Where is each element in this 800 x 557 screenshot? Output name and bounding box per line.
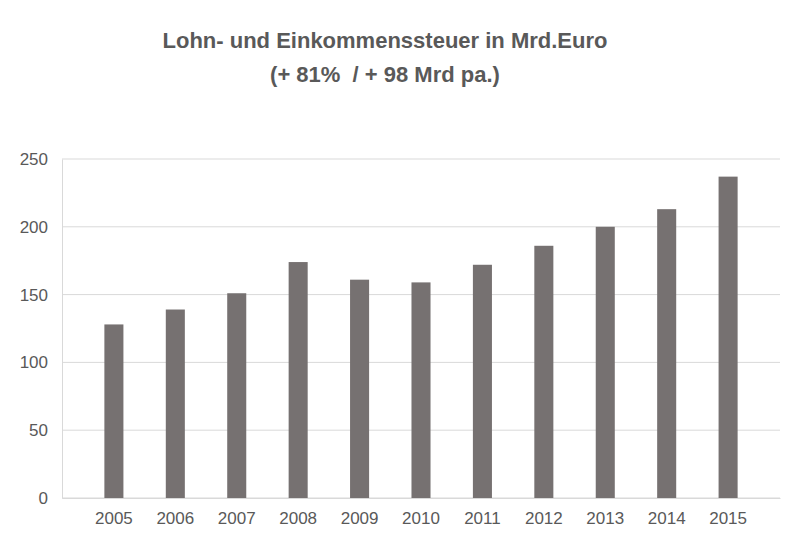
y-tick-label: 150 xyxy=(20,286,48,305)
x-tick-label: 2011 xyxy=(464,509,501,528)
y-axis-line xyxy=(62,160,63,499)
x-tick: 2005 xyxy=(95,498,133,528)
bar xyxy=(227,293,246,498)
bar xyxy=(473,265,492,498)
x-tick-label: 2014 xyxy=(648,509,686,528)
x-tick: 2011 xyxy=(464,498,501,528)
bar xyxy=(104,324,123,498)
y-tick: 150 xyxy=(20,286,62,305)
y-tick-label: 200 xyxy=(20,218,48,237)
y-tick: 200 xyxy=(20,218,62,237)
bar xyxy=(657,209,676,498)
grid-line xyxy=(62,159,780,160)
x-tick: 2014 xyxy=(648,498,686,528)
grid xyxy=(62,159,780,498)
x-tick: 2006 xyxy=(156,498,194,528)
x-tick: 2015 xyxy=(709,498,747,528)
x-axis: 2005 2006 2007 2008 2009 2010 2011 2012 2013 2014… xyxy=(63,498,781,528)
x-tick-label: 2009 xyxy=(341,509,379,528)
y-tick-label: 100 xyxy=(20,353,48,372)
x-tick: 2010 xyxy=(402,498,440,528)
bar xyxy=(350,280,369,498)
bar xyxy=(596,227,615,498)
x-tick-label: 2007 xyxy=(218,509,256,528)
y-axis: 0 50 100 150 200 250 xyxy=(20,150,63,508)
y-tick: 100 xyxy=(20,353,62,372)
x-tick-label: 2010 xyxy=(402,509,440,528)
x-tick-label: 2015 xyxy=(709,509,747,528)
bar xyxy=(411,282,430,498)
y-tick-label: 250 xyxy=(20,150,48,169)
x-tick-label: 2013 xyxy=(586,509,624,528)
y-tick-label: 50 xyxy=(29,421,48,440)
chart: Lohn- und Einkommenssteuer in Mrd.Euro (+… xyxy=(0,0,800,557)
x-axis-line xyxy=(63,498,781,499)
subtitle: (+ 81% / + 98 Mrd pa.) xyxy=(270,62,500,87)
x-tick: 2008 xyxy=(279,498,317,528)
x-tick-label: 2006 xyxy=(156,509,194,528)
bar xyxy=(719,177,738,498)
x-tick-label: 2012 xyxy=(525,509,563,528)
bar xyxy=(166,310,185,498)
y-tick-label: 0 xyxy=(39,489,48,508)
x-tick: 2009 xyxy=(341,498,379,528)
bars xyxy=(104,177,737,498)
bar xyxy=(289,262,308,498)
y-tick: 250 xyxy=(20,150,62,169)
x-tick: 2013 xyxy=(586,498,624,528)
y-tick: 0 xyxy=(39,489,62,508)
x-tick-label: 2008 xyxy=(279,509,317,528)
x-tick: 2007 xyxy=(218,498,256,528)
x-tick-label: 2005 xyxy=(95,509,133,528)
bar xyxy=(534,246,553,498)
title: Lohn- und Einkommenssteuer in Mrd.Euro xyxy=(163,28,608,53)
x-tick: 2012 xyxy=(525,498,563,528)
y-tick: 50 xyxy=(29,421,62,440)
plot: 0501001502002502005200620072008200920102… xyxy=(20,150,781,528)
